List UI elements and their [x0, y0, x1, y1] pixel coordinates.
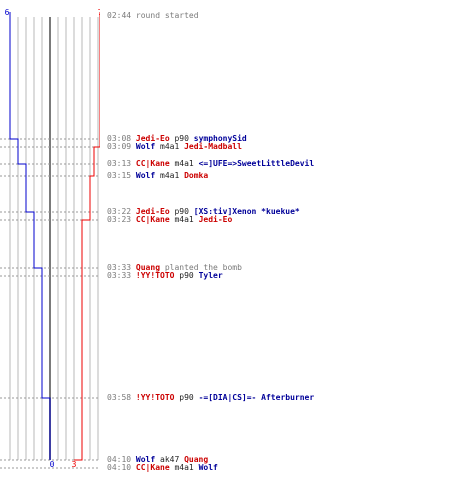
event-row: 03:15 Wolf m4a1 Domka — [107, 171, 208, 180]
event-time: 03:58 — [107, 393, 132, 402]
event-time: 03:13 — [107, 159, 132, 168]
event-part: Wolf — [135, 171, 156, 180]
event-part: Tyler — [198, 271, 223, 280]
event-time: 03:08 — [107, 134, 132, 143]
event-part: p90 — [179, 271, 194, 280]
event-part: round started — [135, 11, 199, 20]
event-part: m4a1 — [160, 171, 180, 180]
event-part: m4a1 — [174, 159, 194, 168]
event-row: 03:22 Jedi-Eo p90 [XS:tiv]Xenon *kuekue* — [107, 207, 300, 216]
event-part: symphonySid — [193, 134, 247, 143]
event-time: 03:33 — [107, 263, 132, 272]
event-time: 04:10 — [107, 463, 132, 472]
event-part: m4a1 — [174, 463, 194, 472]
event-part: Domka — [184, 171, 209, 180]
event-part: !YY!TOTO — [135, 271, 175, 280]
end-count-left: 0 — [50, 460, 55, 469]
event-row: 04:10 CC|Kane m4a1 Wolf — [107, 463, 218, 472]
event-part: Jedi-Eo — [198, 215, 233, 224]
event-part: CC|Kane — [135, 463, 170, 472]
event-time: 03:33 — [107, 271, 132, 280]
event-part: !YY!TOTO — [135, 393, 175, 402]
event-part: <=]UFE=>SweetLittleDevil — [198, 159, 315, 168]
event-part: Wolf — [135, 455, 156, 464]
event-time: 03:15 — [107, 171, 132, 180]
event-part: p90 — [179, 393, 194, 402]
event-part: planted the bomb — [164, 263, 242, 272]
event-part: p90 — [174, 207, 189, 216]
event-part: m4a1 — [174, 215, 194, 224]
event-part: [XS:tiv]Xenon *kuekue* — [193, 207, 300, 216]
red-team-alive-line — [74, 12, 100, 461]
event-time: 04:10 — [107, 455, 132, 464]
event-row: 03:58 !YY!TOTO p90 -=[DIA|CS]=- Afterbur… — [107, 393, 314, 402]
event-part: p90 — [174, 134, 189, 143]
event-row: 02:44 round started — [107, 11, 199, 20]
event-part: Jedi-Eo — [135, 134, 170, 143]
event-part: CC|Kane — [135, 159, 170, 168]
event-row: 03:08 Jedi-Eo p90 symphonySid — [107, 134, 247, 143]
end-count-right: 3 — [72, 460, 77, 469]
event-part: Quang — [135, 263, 161, 272]
event-part: -=[DIA|CS]=- Afterburner — [198, 393, 315, 402]
event-row: 03:23 CC|Kane m4a1 Jedi-Eo — [107, 215, 232, 224]
event-time: 02:44 — [107, 11, 132, 20]
event-part: ak47 — [160, 455, 180, 464]
event-part: Wolf — [198, 463, 218, 472]
event-time: 03:09 — [107, 142, 132, 151]
event-time: 03:23 — [107, 215, 132, 224]
start-count-left: 6 — [5, 8, 10, 17]
event-part: Quang — [184, 455, 209, 464]
event-row: 03:09 Wolf m4a1 Jedi-Madball — [107, 142, 242, 151]
event-part: Jedi-Madball — [184, 142, 242, 151]
event-row: 03:33 !YY!TOTO p90 Tyler — [107, 271, 223, 280]
event-time: 03:22 — [107, 207, 132, 216]
start-count-right: 7 — [98, 8, 100, 17]
event-part: m4a1 — [160, 142, 180, 151]
player-count-timeline: 6 7 0 3 — [0, 8, 100, 469]
event-row: 03:13 CC|Kane m4a1 <=]UFE=>SweetLittleDe… — [107, 159, 314, 168]
event-part: CC|Kane — [135, 215, 170, 224]
event-row: 03:33 Quang planted the bomb — [107, 263, 242, 272]
event-row: 04:10 Wolf ak47 Quang — [107, 455, 208, 464]
blue-team-alive-line — [9, 12, 51, 460]
event-part: Wolf — [135, 142, 156, 151]
event-part: Jedi-Eo — [135, 207, 170, 216]
